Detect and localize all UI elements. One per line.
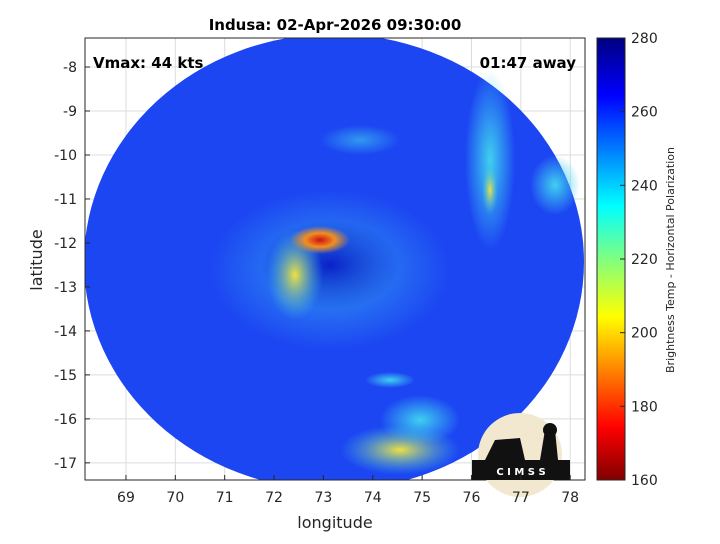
y-tick-label: -8 [63, 60, 77, 76]
x-tick-label: 69 [117, 490, 135, 506]
title: Indusa: 02-Apr-2026 09:30:00 [209, 16, 462, 34]
colorbar-tick-label: 200 [631, 326, 658, 342]
annotation: Vmax: 44 kts [93, 54, 203, 72]
y-tick-label: -12 [54, 236, 77, 252]
x-tick-label: 74 [364, 490, 382, 506]
satellite-image [85, 38, 584, 480]
x-tick-label: 75 [413, 490, 431, 506]
y-tick-label: -11 [54, 192, 77, 208]
x-tick-label: 72 [265, 490, 283, 506]
y-tick-label: -16 [54, 412, 77, 428]
colorbar-tick-label: 240 [631, 178, 658, 194]
y-tick-label: -13 [54, 280, 77, 296]
x-axis-label: longitude [297, 513, 372, 532]
annotation: 01:47 away [480, 54, 577, 72]
colorbar-tick-label: 160 [631, 473, 658, 489]
x-tick-label: 76 [463, 490, 481, 506]
y-tick-label: -10 [54, 148, 77, 164]
x-tick-label: 71 [216, 490, 234, 506]
logo-text: C I M S S [496, 467, 545, 478]
x-tick-label: 73 [314, 490, 332, 506]
y-tick-label: -17 [54, 456, 77, 472]
colorbar-tick-label: 280 [631, 31, 658, 47]
y-axis-label: latitude [27, 229, 46, 290]
y-tick-label: -9 [63, 104, 77, 120]
logo: C I M S S [472, 413, 570, 497]
y-tick-label: -15 [54, 368, 77, 384]
y-tick-label: -14 [54, 324, 77, 340]
colorbar-tick-label: 260 [631, 105, 658, 121]
colorbar-label: Brightness Temp - Horizontal Polarizatio… [664, 147, 677, 373]
x-tick-label: 77 [512, 490, 530, 506]
x-tick-label: 78 [561, 490, 579, 506]
colorbar-tick-label: 220 [631, 252, 658, 268]
x-tick-label: 70 [166, 490, 184, 506]
colorbar-tick-label: 180 [631, 399, 658, 415]
